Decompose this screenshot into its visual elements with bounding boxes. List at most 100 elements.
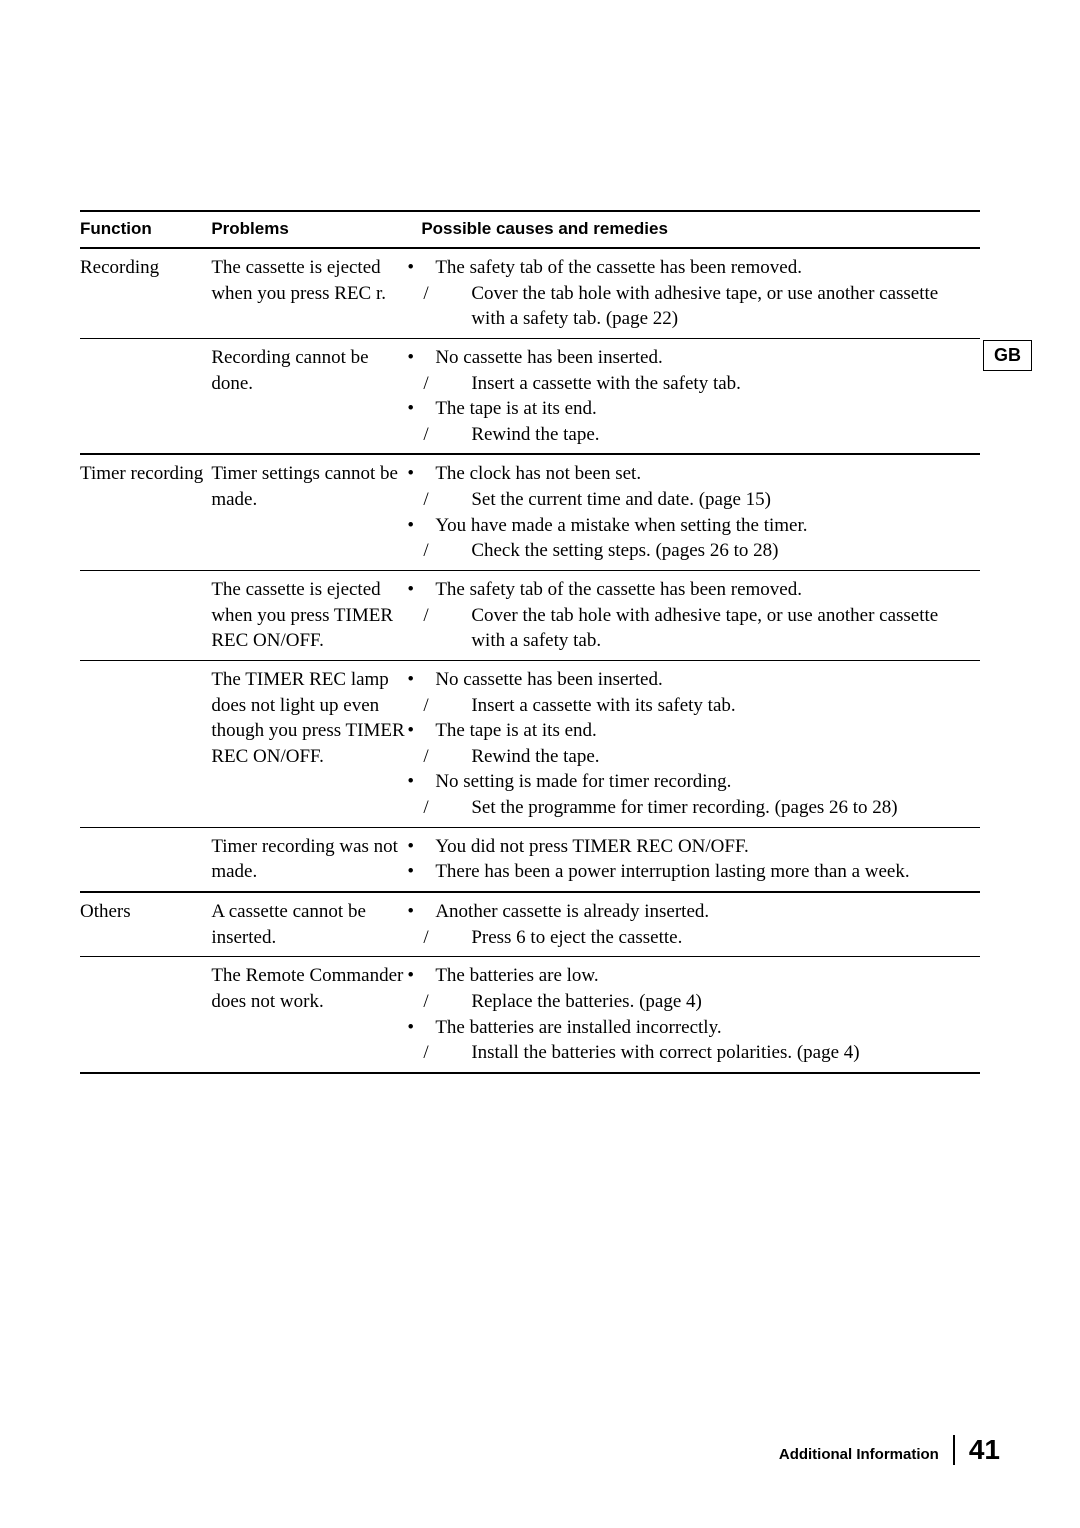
fix-line: /Rewind the tape.: [421, 422, 972, 448]
bullet-icon: •: [421, 461, 435, 487]
function-cell: [80, 827, 211, 892]
bullet-icon: •: [421, 769, 435, 795]
fix-line: /Set the programme for timer recording. …: [421, 795, 972, 821]
table-row: The Remote Commander does not work.•The …: [80, 957, 980, 1073]
cause-line: •The batteries are low.: [421, 963, 972, 989]
arrow-icon: /: [447, 795, 471, 821]
function-cell: Others: [80, 892, 211, 957]
footer-separator: [953, 1435, 955, 1465]
fix-line: /Cover the tab hole with adhesive tape, …: [421, 281, 972, 332]
cause-text: The tape is at its end.: [435, 720, 596, 741]
problem-cell: A cassette cannot be inserted.: [211, 892, 421, 957]
arrow-icon: /: [447, 925, 471, 951]
bullet-icon: •: [421, 899, 435, 925]
cause-line: •No cassette has been inserted.: [421, 667, 972, 693]
cause-line: •The safety tab of the cassette has been…: [421, 577, 972, 603]
function-cell: [80, 338, 211, 454]
fix-text: Insert a cassette with its safety tab.: [471, 695, 735, 716]
fix-line: /Cover the tab hole with adhesive tape, …: [421, 603, 972, 654]
fix-text: Press 6 to eject the cassette.: [471, 927, 682, 948]
table-row: Timer recordingTimer settings cannot be …: [80, 454, 980, 570]
remedy-cell: •No cassette has been inserted./Insert a…: [421, 660, 980, 827]
bullet-icon: •: [421, 834, 435, 860]
fix-text: Install the batteries with correct polar…: [471, 1042, 859, 1063]
fix-text: Rewind the tape.: [471, 424, 599, 445]
table-row: Recording cannot be done.•No cassette ha…: [80, 338, 980, 454]
bullet-icon: •: [421, 345, 435, 371]
table-row: OthersA cassette cannot be inserted.•Ano…: [80, 892, 980, 957]
problem-cell: The cassette is ejected when you press R…: [211, 248, 421, 338]
fix-line: /Replace the batteries. (page 4): [421, 989, 972, 1015]
bullet-icon: •: [421, 255, 435, 281]
fix-text: Check the setting steps. (pages 26 to 28…: [471, 540, 778, 561]
page-footer: Additional Information 41: [779, 1429, 1000, 1466]
cause-line: •There has been a power interruption las…: [421, 859, 972, 885]
arrow-icon: /: [447, 744, 471, 770]
remedy-cell: •The safety tab of the cassette has been…: [421, 248, 980, 338]
problem-cell: Timer recording was not made.: [211, 827, 421, 892]
remedy-cell: •The safety tab of the cassette has been…: [421, 570, 980, 660]
cause-text: The safety tab of the cassette has been …: [435, 579, 802, 600]
bullet-icon: •: [421, 963, 435, 989]
cause-text: No cassette has been inserted.: [435, 669, 662, 690]
fix-text: Replace the batteries. (page 4): [471, 991, 702, 1012]
bullet-icon: •: [421, 1015, 435, 1041]
bullet-icon: •: [421, 396, 435, 422]
problem-cell: Timer settings cannot be made.: [211, 454, 421, 570]
table-row: The cassette is ejected when you press T…: [80, 570, 980, 660]
cause-text: The safety tab of the cassette has been …: [435, 257, 802, 278]
arrow-icon: /: [447, 1040, 471, 1066]
remedy-cell: •The batteries are low./Replace the batt…: [421, 957, 980, 1073]
fix-text: Set the current time and date. (page 15): [471, 489, 771, 510]
troubleshooting-table: Function Problems Possible causes and re…: [80, 210, 980, 1074]
bullet-icon: •: [421, 667, 435, 693]
cause-text: No setting is made for timer recording.: [435, 771, 731, 792]
arrow-icon: /: [447, 693, 471, 719]
cause-line: •The batteries are installed incorrectly…: [421, 1015, 972, 1041]
problem-cell: The cassette is ejected when you press T…: [211, 570, 421, 660]
cause-line: •The tape is at its end.: [421, 396, 972, 422]
arrow-icon: /: [447, 281, 471, 307]
fix-line: /Insert a cassette with its safety tab.: [421, 693, 972, 719]
table-row: Timer recording was not made.•You did no…: [80, 827, 980, 892]
fix-text: Insert a cassette with the safety tab.: [471, 373, 741, 394]
table-row: The TIMER REC lamp does not light up eve…: [80, 660, 980, 827]
function-cell: [80, 660, 211, 827]
fix-text: Rewind the tape.: [471, 746, 599, 767]
arrow-icon: /: [447, 422, 471, 448]
problem-cell: Recording cannot be done.: [211, 338, 421, 454]
function-cell: [80, 570, 211, 660]
remedy-cell: •You did not press TIMER REC ON/OFF.•The…: [421, 827, 980, 892]
cause-line: •No setting is made for timer recording.: [421, 769, 972, 795]
fix-line: /Insert a cassette with the safety tab.: [421, 371, 972, 397]
header-remedies: Possible causes and remedies: [421, 211, 980, 248]
table-row: RecordingThe cassette is ejected when yo…: [80, 248, 980, 338]
cause-text: The clock has not been set.: [435, 463, 641, 484]
cause-line: •The tape is at its end.: [421, 718, 972, 744]
footer-page-number: 41: [969, 1434, 1000, 1466]
cause-text: The batteries are low.: [435, 965, 598, 986]
cause-text: You have made a mistake when setting the…: [435, 515, 807, 536]
language-tab: GB: [983, 340, 1032, 371]
cause-line: •The safety tab of the cassette has been…: [421, 255, 972, 281]
fix-line: /Install the batteries with correct pola…: [421, 1040, 972, 1066]
page: GB Function Problems Possible causes and…: [0, 0, 1080, 1528]
bullet-icon: •: [421, 577, 435, 603]
problem-cell: The TIMER REC lamp does not light up eve…: [211, 660, 421, 827]
fix-line: /Rewind the tape.: [421, 744, 972, 770]
function-cell: Recording: [80, 248, 211, 338]
cause-text: There has been a power interruption last…: [435, 861, 909, 882]
header-problems: Problems: [211, 211, 421, 248]
cause-line: •You did not press TIMER REC ON/OFF.: [421, 834, 972, 860]
arrow-icon: /: [447, 603, 471, 629]
bullet-icon: •: [421, 513, 435, 539]
remedy-cell: •No cassette has been inserted./Insert a…: [421, 338, 980, 454]
cause-text: No cassette has been inserted.: [435, 347, 662, 368]
fix-text: Cover the tab hole with adhesive tape, o…: [471, 605, 938, 652]
cause-text: The tape is at its end.: [435, 398, 596, 419]
remedy-cell: •Another cassette is already inserted./P…: [421, 892, 980, 957]
footer-section-label: Additional Information: [779, 1446, 939, 1463]
arrow-icon: /: [447, 371, 471, 397]
cause-line: •No cassette has been inserted.: [421, 345, 972, 371]
cause-text: You did not press TIMER REC ON/OFF.: [435, 836, 748, 857]
